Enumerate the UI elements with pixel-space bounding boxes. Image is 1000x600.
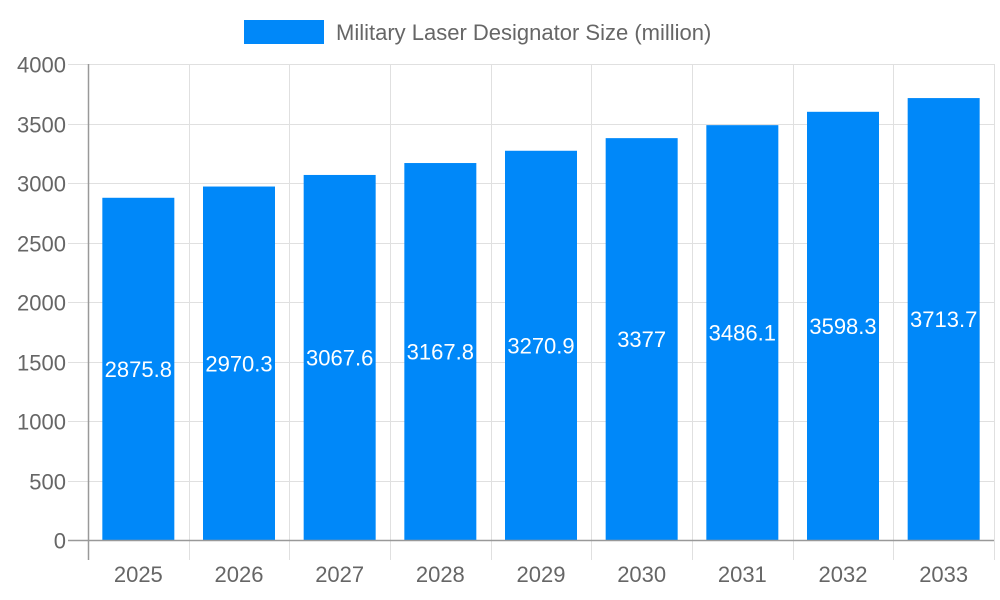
bar xyxy=(605,138,678,540)
data-label: 2875.8 xyxy=(105,357,172,382)
data-label: 3270.9 xyxy=(507,333,574,358)
data-label: 3377 xyxy=(617,327,666,352)
legend-label: Military Laser Designator Size (million) xyxy=(336,20,711,45)
y-tick-label: 1500 xyxy=(17,351,66,376)
bar xyxy=(907,98,980,540)
x-tick-label: 2031 xyxy=(718,562,767,587)
x-tick-label: 2028 xyxy=(416,562,465,587)
bar xyxy=(706,125,779,540)
axes: 0 500 1000 1500 2000 2500 3000 3500 4000 2025 2026… xyxy=(17,53,994,587)
bar xyxy=(303,174,376,540)
y-tick-label: 0 xyxy=(54,529,66,554)
bar xyxy=(203,186,275,540)
x-tick-label: 2032 xyxy=(819,562,868,587)
bar xyxy=(807,111,879,540)
x-tick-label: 2029 xyxy=(517,562,566,587)
bar xyxy=(102,197,175,541)
y-tick-label: 500 xyxy=(29,470,66,495)
bar xyxy=(404,163,477,540)
y-tick-label: 3000 xyxy=(17,172,66,197)
legend-swatch xyxy=(244,20,324,44)
data-label: 3713.7 xyxy=(910,307,977,332)
y-tick-label: 1000 xyxy=(17,410,66,435)
x-tick-label: 2030 xyxy=(617,562,666,587)
x-tick-label: 2026 xyxy=(215,562,264,587)
data-label: 3167.8 xyxy=(407,340,474,365)
data-label: 3486.1 xyxy=(709,321,776,346)
bars: 2875.8 2970.3 3067.6 3167.8 3270.9 3377 3486.1… xyxy=(102,98,980,541)
legend[interactable]: Military Laser Designator Size (million) xyxy=(244,20,711,45)
y-tick-label: 2000 xyxy=(17,291,66,316)
bar xyxy=(505,150,577,541)
x-tick-label: 2025 xyxy=(114,562,163,587)
y-tick-label: 4000 xyxy=(17,53,66,78)
y-tick-label: 2500 xyxy=(17,232,66,257)
x-tick-label: 2033 xyxy=(919,562,968,587)
data-label: 2970.3 xyxy=(205,351,272,376)
data-label: 3598.3 xyxy=(809,314,876,339)
data-label: 3067.6 xyxy=(306,345,373,370)
x-tick-label: 2027 xyxy=(315,562,364,587)
y-tick-label: 3500 xyxy=(17,113,66,138)
